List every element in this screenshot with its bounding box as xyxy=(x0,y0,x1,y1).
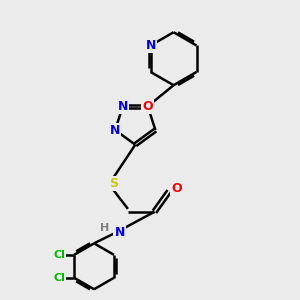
Text: Cl: Cl xyxy=(53,273,65,283)
Text: N: N xyxy=(118,100,128,113)
Text: N: N xyxy=(146,39,156,52)
Text: S: S xyxy=(109,177,118,190)
Text: O: O xyxy=(142,100,153,113)
Text: N: N xyxy=(115,226,125,239)
Text: N: N xyxy=(110,124,120,136)
Text: Cl: Cl xyxy=(53,250,65,260)
Text: O: O xyxy=(171,182,182,195)
Text: H: H xyxy=(100,223,109,233)
